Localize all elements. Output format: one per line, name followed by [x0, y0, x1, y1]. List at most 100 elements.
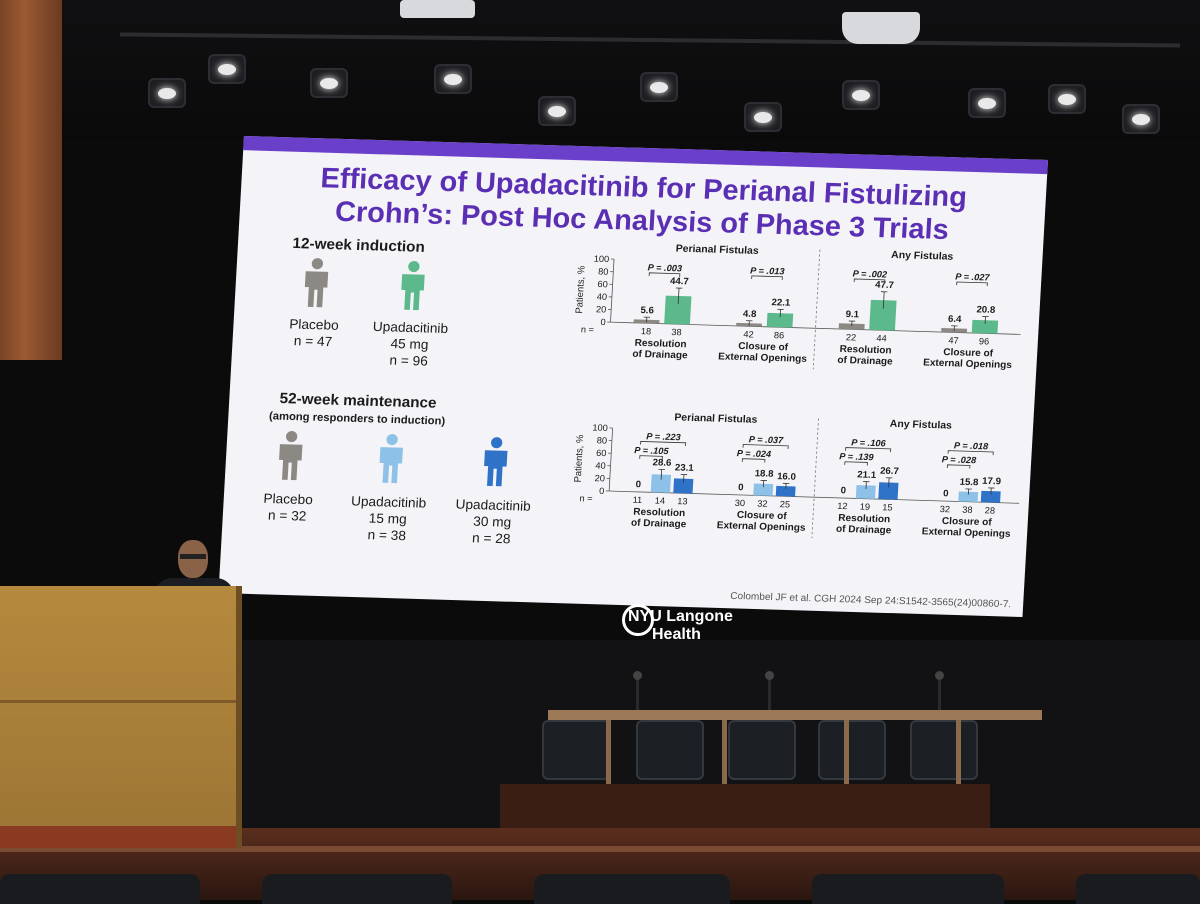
panel-chair — [636, 720, 704, 780]
y-axis-line — [611, 259, 615, 322]
person-icon — [483, 437, 508, 487]
y-tick-label: 0 — [600, 317, 606, 327]
p-value-bracket — [948, 451, 993, 455]
n-value: 15 — [882, 502, 893, 512]
table-leg — [956, 720, 961, 784]
person-icon — [378, 434, 403, 484]
group-axis-label: Closure of — [738, 341, 789, 353]
n-value: 30 — [735, 498, 746, 508]
data-label: 0 — [738, 482, 744, 493]
y-tick-label: 100 — [593, 254, 609, 264]
p-value-bracket — [752, 276, 783, 280]
group-label-line1: Placebo — [289, 316, 339, 332]
person-body-shape — [304, 271, 328, 307]
group-axis-label: of Drainage — [836, 524, 892, 537]
p-value-bracket — [649, 273, 680, 277]
person-body-shape — [278, 444, 302, 480]
panel-chair — [728, 720, 796, 780]
data-label: 9.1 — [845, 309, 860, 320]
panel-chair — [542, 720, 610, 780]
chart-bar — [753, 483, 773, 495]
p-value-label: P = .013 — [750, 266, 785, 277]
group-axis-label: Resolution — [838, 513, 891, 525]
group-axis-label: Resolution — [634, 338, 687, 350]
stage-spotlight — [538, 96, 576, 126]
chart-bar — [839, 323, 865, 330]
n-value: 47 — [948, 335, 959, 345]
group-label-line2: 15 mg — [368, 511, 407, 527]
person-head-shape — [491, 437, 503, 448]
p-value-bracket — [846, 448, 891, 452]
n-value: 28 — [985, 505, 996, 515]
chart-bar — [878, 482, 898, 499]
group-label-line2: n = 47 — [293, 333, 332, 349]
ceiling-panel-light — [842, 12, 920, 44]
stage-spotlight — [310, 68, 348, 98]
stage-spotlight — [208, 54, 246, 84]
auditorium-ceiling — [0, 0, 1200, 140]
chart-bar — [941, 328, 967, 333]
maintenance-heading: 52-week maintenance — [279, 390, 437, 411]
person-head-shape — [408, 261, 420, 272]
person-icon — [400, 261, 425, 311]
group-label-line3: n = 28 — [472, 530, 511, 546]
panel-chair — [910, 720, 978, 780]
n-value: 11 — [632, 495, 642, 505]
n-value: 38 — [671, 327, 682, 337]
stage-spotlight — [640, 72, 678, 102]
n-value: 19 — [860, 502, 871, 512]
p-value-label: P = .106 — [851, 437, 887, 448]
group-label-line2: 30 mg — [473, 514, 512, 530]
chart-bar — [651, 474, 671, 493]
data-label: 26.7 — [880, 466, 899, 477]
stage-spotlight — [1048, 84, 1086, 114]
group-axis-label: of Drainage — [631, 518, 687, 531]
error-bar — [889, 478, 890, 487]
data-label: 44.7 — [670, 276, 689, 287]
table-microphone — [768, 676, 771, 710]
chart-bar — [833, 498, 852, 499]
person-icon — [304, 258, 329, 308]
n-value: 32 — [757, 499, 768, 509]
chart-section-title: Perianal Fistulas — [675, 244, 759, 257]
table-microphone — [938, 676, 941, 710]
data-label: 23.1 — [675, 462, 695, 473]
data-label: 5.6 — [640, 305, 654, 316]
group-axis-label: External Openings — [923, 358, 1013, 372]
group-axis-label: External Openings — [921, 526, 1011, 540]
y-axis-line — [609, 428, 613, 491]
group-label-line2: n = 32 — [268, 508, 307, 524]
data-label: 47.7 — [875, 280, 894, 291]
venue-logo: NYU Langone Health — [618, 602, 738, 650]
chart-bar — [628, 492, 647, 493]
stage-spotlight — [744, 102, 782, 132]
p-value-bracket — [742, 459, 765, 463]
group-axis-label: External Openings — [716, 520, 806, 534]
error-bar — [883, 292, 884, 309]
y-tick-label: 100 — [592, 423, 608, 433]
person-head-shape — [286, 431, 298, 442]
y-tick-label: 40 — [597, 292, 608, 302]
n-value: 22 — [846, 332, 857, 342]
chart-bar — [981, 491, 1001, 503]
slide-background — [218, 136, 1048, 617]
y-tick-label: 80 — [597, 435, 608, 445]
panel-chair — [818, 720, 886, 780]
y-tick-label: 0 — [599, 486, 605, 496]
group-axis-label: Resolution — [839, 344, 892, 356]
p-value-label: P = .018 — [954, 441, 990, 452]
data-label: 6.4 — [948, 314, 963, 325]
slide-title-line1: Efficacy of Upadacitinib for Perianal Fi… — [320, 162, 968, 213]
data-label: 4.8 — [743, 309, 758, 320]
chart-section-title: Any Fistulas — [891, 250, 954, 263]
data-label: 20.8 — [976, 304, 996, 315]
table-microphone — [636, 676, 639, 710]
person-body-shape — [400, 274, 424, 310]
y-tick-label: 20 — [596, 304, 607, 314]
chart-section-title: Any Fistulas — [890, 419, 953, 432]
podium — [0, 586, 242, 848]
chart-bar — [731, 495, 750, 496]
n-value: 12 — [837, 501, 848, 511]
